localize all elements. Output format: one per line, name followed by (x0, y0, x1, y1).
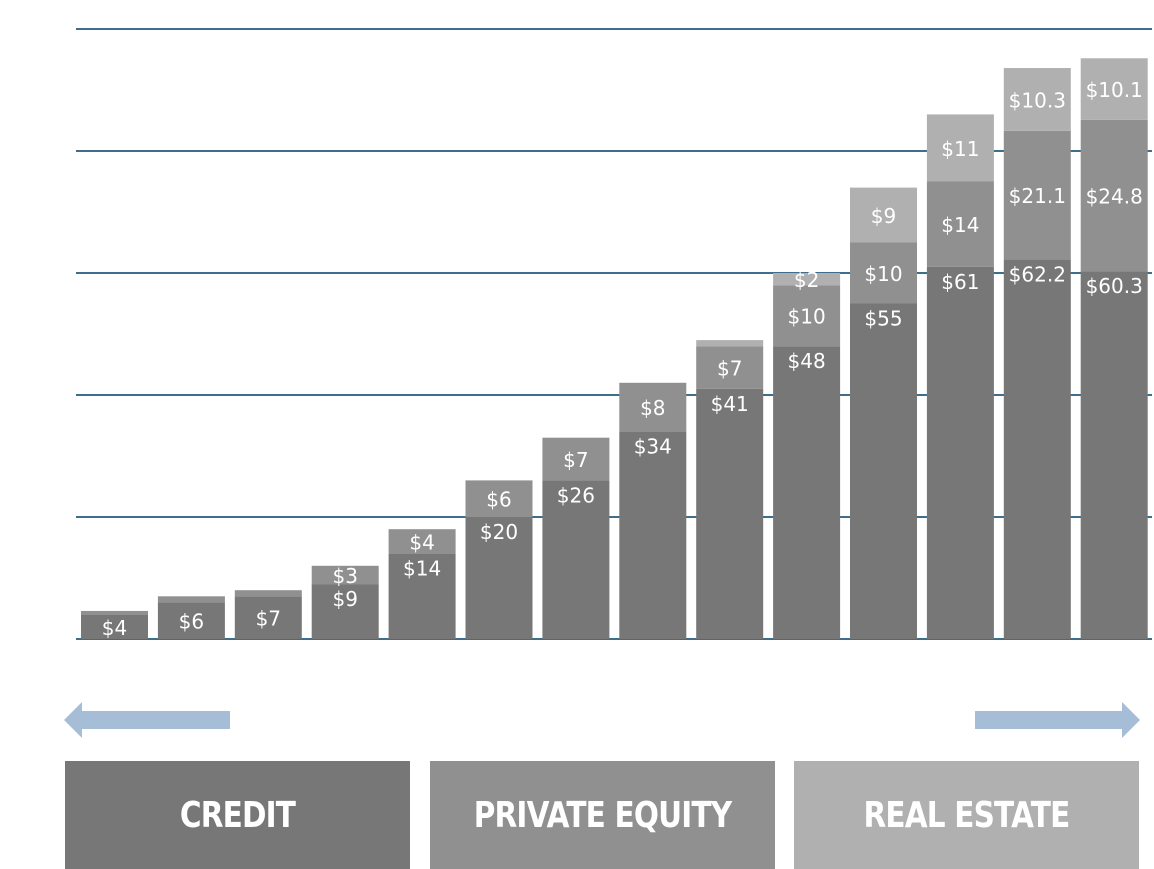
legend-credit-label: CREDIT (179, 794, 296, 836)
bar-segment-real-estate (1003, 68, 1071, 131)
bar-segment-private-equity (81, 610, 148, 615)
legend-real-estate-label: REAL ESTATE (863, 794, 1071, 836)
bar-segment-private-equity (850, 242, 917, 304)
bar-segment-private-equity (1080, 119, 1148, 272)
bar-segment-credit (465, 517, 533, 639)
data-label: $11 (941, 137, 979, 161)
bar-segment-real-estate (696, 340, 764, 347)
bar-segment-credit (388, 553, 456, 639)
bar-segment-credit (1003, 259, 1071, 639)
bar-segment-real-estate (1080, 58, 1148, 120)
data-label: $2 (794, 268, 819, 292)
data-label: $6 (486, 488, 511, 512)
bar-segment-private-equity (465, 480, 533, 517)
data-label: $10.3 (1009, 88, 1066, 112)
data-label: $9 (871, 204, 896, 228)
data-label: $3 (332, 564, 357, 588)
data-label: $10.1 (1086, 78, 1143, 102)
data-label: $10 (788, 305, 826, 329)
data-label: $61 (941, 270, 979, 294)
bar-segment-private-equity (234, 590, 302, 597)
data-labels: $4 $6 $7$9$3 $14$4 $20$6 $26$7$34$8 $41$7 $48$1… (102, 78, 1143, 640)
bar-segment-credit (157, 602, 225, 639)
data-label: $41 (711, 392, 749, 416)
data-label: $55 (864, 307, 902, 331)
legend-private-equity-label: PRIVATE EQUITY (473, 794, 732, 836)
bar-segment-credit (311, 584, 379, 639)
left-arrow-icon (64, 702, 230, 738)
bar-segment-private-equity (619, 382, 687, 432)
bar-segment-credit (234, 596, 302, 639)
data-label: $60.3 (1086, 274, 1143, 298)
bar-segment-private-equity (926, 181, 994, 267)
data-label: $4 (409, 530, 434, 554)
right-arrow-icon (975, 702, 1140, 738)
data-label: $8 (640, 396, 665, 420)
data-label: $7 (563, 448, 588, 472)
bar-segment-private-equity (1003, 130, 1071, 260)
bar-segment-private-equity (542, 437, 610, 481)
bar-segment-credit (81, 614, 148, 639)
bar-segment-real-estate (850, 187, 917, 243)
bar-segment-credit (696, 388, 764, 639)
bar-segment-credit (773, 346, 841, 639)
data-label: $14 (941, 213, 979, 237)
data-label: $24.8 (1086, 185, 1143, 209)
data-label: $48 (788, 349, 826, 373)
bar-segment-credit (619, 431, 687, 639)
data-label: $10 (864, 262, 902, 286)
bar-segment-private-equity (388, 529, 456, 554)
bar-segment-private-equity (311, 565, 379, 585)
data-label: $20 (480, 520, 518, 544)
legend-real-estate: REAL ESTATE (794, 761, 1139, 869)
data-label: $7 (256, 607, 281, 631)
bar-segment-credit (850, 303, 917, 639)
legend-credit: CREDIT (65, 761, 410, 869)
data-label: $26 (557, 483, 595, 507)
bars (81, 58, 1148, 639)
bar-segment-private-equity (773, 285, 841, 347)
data-label: $7 (717, 357, 742, 381)
bar-segment-real-estate (773, 273, 841, 286)
bar-segment-credit (1080, 271, 1148, 639)
legend-private-equity: PRIVATE EQUITY (430, 761, 775, 869)
bar-segment-credit (926, 266, 994, 639)
arrows (64, 702, 1140, 738)
data-label: $34 (634, 435, 672, 459)
data-label: $6 (179, 610, 204, 634)
bar-segment-real-estate (926, 114, 994, 182)
data-label: $62.2 (1009, 263, 1066, 287)
bar-segment-private-equity (696, 346, 764, 389)
data-label: $4 (102, 616, 127, 640)
data-label: $9 (332, 587, 357, 611)
data-label: $14 (403, 557, 441, 581)
bar-segment-private-equity (157, 596, 225, 603)
bar-segment-credit (542, 480, 610, 639)
data-label: $21.1 (1009, 184, 1066, 208)
